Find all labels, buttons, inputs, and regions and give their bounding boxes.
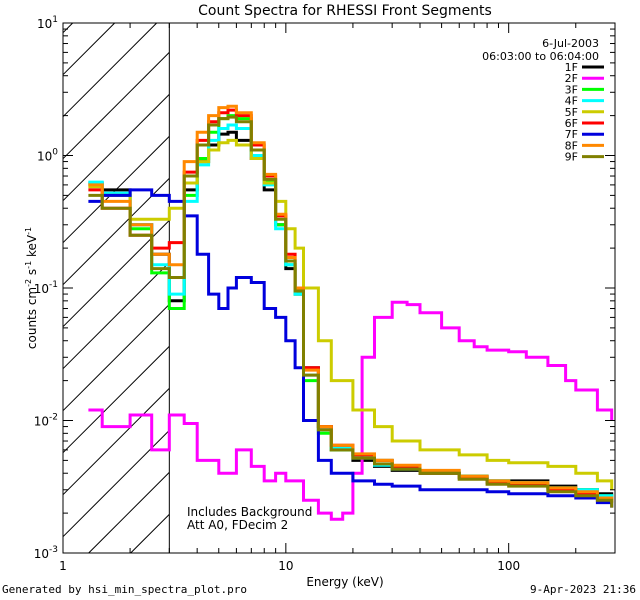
series-line-5F xyxy=(88,138,614,490)
legend-label-8F: 8F xyxy=(565,139,578,152)
hatch-line xyxy=(62,304,170,412)
hatch-line xyxy=(62,22,74,34)
hatch-line xyxy=(130,514,170,554)
hatch-line xyxy=(62,346,170,454)
annotation-attenuator: Att A0, FDecim 2 xyxy=(187,518,288,532)
hatch-line xyxy=(62,22,158,118)
x-tick-label: 10 xyxy=(278,559,293,573)
series-lines xyxy=(88,104,614,521)
legend-label-2F: 2F xyxy=(565,72,578,85)
series-line-3F xyxy=(88,114,614,501)
legend-label-3F: 3F xyxy=(565,83,578,96)
legend-label-4F: 4F xyxy=(565,95,578,108)
hatch-line xyxy=(62,262,170,370)
x-tick-label: 100 xyxy=(497,559,520,573)
generated-by-footer: Generated by hsi_min_spectra_plot.pro xyxy=(2,583,248,596)
time-range-label: 06:03:00 to 06:04:00 xyxy=(482,50,599,63)
series-line-8F xyxy=(88,104,614,503)
x-axis-label: Energy (keV) xyxy=(306,575,383,589)
y-tick-label: 101 xyxy=(37,15,58,31)
hatch-line xyxy=(88,472,170,554)
y-tick-label: 10-1 xyxy=(34,280,58,296)
y-tick-label: 100 xyxy=(37,148,58,164)
axis-ticks xyxy=(62,22,616,554)
legend-label-5F: 5F xyxy=(565,106,578,119)
series-line-2F xyxy=(88,300,614,521)
legend-label-9F: 9F xyxy=(565,151,578,164)
annotation-background: Includes Background xyxy=(187,505,312,519)
legend-label-7F: 7F xyxy=(565,128,578,141)
chart-title: Count Spectra for RHESSI Front Segments xyxy=(198,3,492,19)
y-tick-label: 10-3 xyxy=(34,545,58,561)
hatch-line xyxy=(62,94,170,202)
background-hatch-region xyxy=(62,22,170,554)
hatch-line xyxy=(62,430,170,538)
legend-label-6F: 6F xyxy=(565,117,578,130)
hatch-line xyxy=(62,52,170,160)
x-tick-label: 1 xyxy=(59,559,67,573)
y-tick-label: 10-2 xyxy=(34,413,58,429)
legend-label-1F: 1F xyxy=(565,61,578,74)
hatch-line xyxy=(62,22,116,76)
x-tick-labels: 1 10 100 xyxy=(59,559,520,573)
y-tick-labels: 10-3 10-2 10-1 100 101 xyxy=(34,15,59,561)
date-label: 6-Jul-2003 xyxy=(542,37,599,50)
series-line-9F xyxy=(88,115,614,508)
y-axis-label: counts cm-2 s-1 keV-1 xyxy=(24,227,39,349)
timestamp-footer: 9-Apr-2023 21:36 xyxy=(530,583,636,596)
hatch-line xyxy=(62,388,170,496)
